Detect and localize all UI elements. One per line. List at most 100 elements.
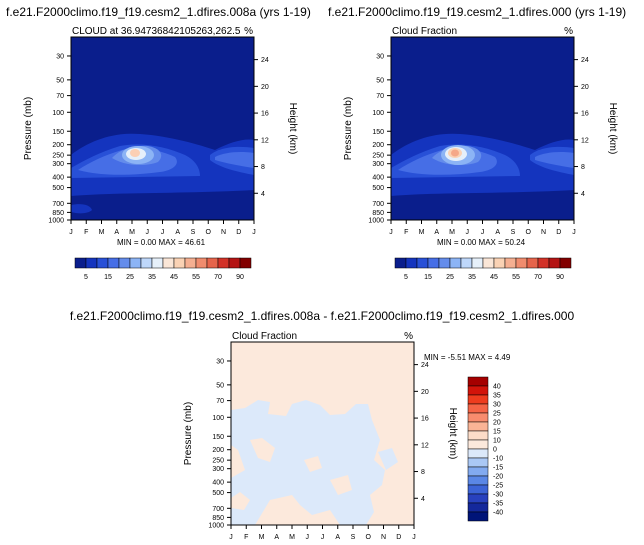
colorbar-box xyxy=(85,257,98,269)
colorbar-label: -20 xyxy=(493,474,503,481)
y-tick-label: 700 xyxy=(372,201,384,208)
y2-tick-label: 20 xyxy=(261,84,269,91)
colorbar-label: 55 xyxy=(192,274,200,281)
y2-tick-label: 12 xyxy=(421,442,429,449)
colorbar-label: 90 xyxy=(236,274,244,281)
colorbar-box xyxy=(173,257,186,269)
colorbar-box xyxy=(467,493,489,504)
y2-tick-label: 16 xyxy=(261,111,269,118)
y2-tick-label: 24 xyxy=(421,362,429,369)
x-tick-label: F xyxy=(84,229,88,236)
y-axis-label: Pressure (mb) xyxy=(183,402,194,465)
colorbar-box xyxy=(467,484,489,495)
panel-difference: f.e21.F2000climo.f19_f19.cesm2_1.dfires.… xyxy=(70,309,574,525)
y2-tick-label: 20 xyxy=(581,84,589,91)
colorbar-box xyxy=(467,421,489,432)
positive-region xyxy=(304,456,322,472)
colorbar-box xyxy=(467,457,489,468)
colorbar-label: 55 xyxy=(512,274,520,281)
y2-tick-label: 8 xyxy=(421,469,425,476)
panel-top-left: f.e21.F2000climo.f19_f19.cesm2_1.dfires.… xyxy=(6,5,311,220)
y-tick-label: 250 xyxy=(52,153,64,160)
x-tick-label: N xyxy=(541,229,546,236)
y-tick-label: 50 xyxy=(216,382,224,389)
peak-maximum xyxy=(451,149,459,157)
colorbar-label: 25 xyxy=(446,274,454,281)
colorbar-box xyxy=(537,257,550,269)
x-tick-label: A xyxy=(495,229,500,236)
colorbar-box xyxy=(228,257,241,269)
colorbar-label: 35 xyxy=(148,274,156,281)
x-tick-label: M xyxy=(129,229,135,236)
y-tick-label: 250 xyxy=(372,153,384,160)
panel-left-label: CLOUD at 36.94736842105263,262.5 xyxy=(72,26,241,37)
colorbar-label: -40 xyxy=(493,510,503,517)
y2-tick-label: 12 xyxy=(581,137,589,144)
x-tick-label: A xyxy=(335,534,340,541)
panel-title: f.e21.F2000climo.f19_f19.cesm2_1.dfires.… xyxy=(328,5,626,19)
y2-tick-label: 20 xyxy=(421,389,429,396)
y2-tick-label: 24 xyxy=(581,57,589,64)
y-tick-label: 150 xyxy=(372,129,384,136)
y-tick-label: 30 xyxy=(56,53,64,60)
positive-region xyxy=(330,475,352,495)
colorbar-box xyxy=(107,257,120,269)
colorbar-box xyxy=(467,394,489,405)
colorbar-label: -25 xyxy=(493,483,503,490)
x-tick-label: M xyxy=(259,534,265,541)
colorbar-label: 35 xyxy=(493,393,501,400)
colorbar-box xyxy=(394,257,407,269)
y-tick-label: 700 xyxy=(52,201,64,208)
x-tick-label: J xyxy=(229,534,233,541)
y-axis-label: Pressure (mb) xyxy=(23,97,34,160)
positive-region xyxy=(231,492,250,510)
x-tick-label: D xyxy=(556,229,561,236)
x-tick-label: D xyxy=(236,229,241,236)
y-tick-label: 30 xyxy=(376,53,384,60)
colorbar-label: 15 xyxy=(104,274,112,281)
colorbar-label: -10 xyxy=(493,456,503,463)
colorbar-box xyxy=(427,257,440,269)
colorbar-box xyxy=(467,475,489,486)
y2-tick-label: 24 xyxy=(261,57,269,64)
x-tick-label: A xyxy=(114,229,119,236)
x-tick-label: M xyxy=(289,534,295,541)
colorbar-box xyxy=(493,257,506,269)
x-tick-label: J xyxy=(321,534,325,541)
y-tick-label: 1000 xyxy=(48,218,64,225)
x-tick-label: J xyxy=(252,229,256,236)
y2-axis-label: Height (km) xyxy=(447,408,458,460)
panel-left-label: Cloud Fraction xyxy=(232,331,297,342)
y-tick-label: 70 xyxy=(56,93,64,100)
y-tick-label: 1000 xyxy=(368,218,384,225)
x-tick-label: M xyxy=(99,229,105,236)
x-tick-label: S xyxy=(191,229,196,236)
y2-axis-label: Height (km) xyxy=(287,103,298,155)
colorbar-label: 25 xyxy=(493,411,501,418)
x-tick-label: N xyxy=(381,534,386,541)
colorbar-label: 5 xyxy=(404,274,408,281)
colorbar-box xyxy=(416,257,429,269)
y-tick-label: 200 xyxy=(52,142,64,149)
contour-level xyxy=(215,152,254,168)
y-tick-label: 500 xyxy=(212,490,224,497)
colorbar-box xyxy=(449,257,462,269)
y-tick-label: 250 xyxy=(212,458,224,465)
contour-level xyxy=(391,190,574,220)
y-tick-label: 700 xyxy=(212,506,224,513)
y-axis-label: Pressure (mb) xyxy=(343,97,354,160)
x-tick-label: A xyxy=(434,229,439,236)
y-tick-label: 50 xyxy=(376,77,384,84)
colorbar-box xyxy=(460,257,473,269)
colorbar-label: 0 xyxy=(493,447,497,454)
contour-level xyxy=(535,152,574,168)
colorbar-box xyxy=(467,511,489,522)
x-tick-label: S xyxy=(351,534,356,541)
x-tick-label: O xyxy=(206,229,212,236)
y2-tick-label: 8 xyxy=(261,164,265,171)
colorbar-box xyxy=(151,257,164,269)
colorbar-box xyxy=(184,257,197,269)
colorbar-box xyxy=(129,257,142,269)
y-tick-label: 300 xyxy=(372,161,384,168)
